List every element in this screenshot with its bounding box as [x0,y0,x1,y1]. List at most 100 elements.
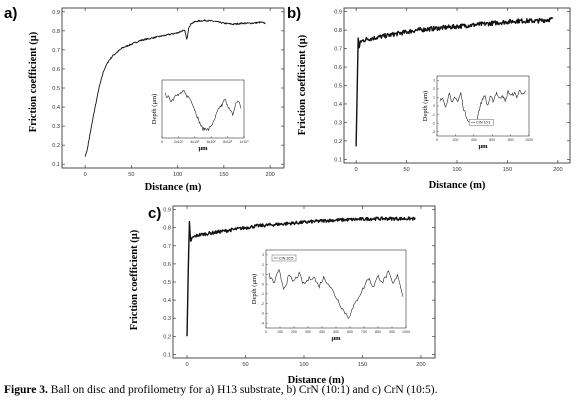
inset-y-tick-label: -1 [261,292,264,296]
y-tick-label: 0.2 [52,143,60,149]
inset-y-tick-label: 1 [262,273,264,277]
inset-y-tick-label: -3 [432,130,435,134]
x-tick-label: 150 [358,362,367,368]
inset-y-tick-label: 0 [262,282,264,286]
inset-x-tick-label: 4x10² [190,140,200,144]
inset-legend-box [271,254,297,262]
panel-label: c) [148,205,161,222]
y-tick-label: 0.7 [334,47,342,53]
friction-chart-b: b)0.10.20.30.40.50.60.70.80.90 50 100 150 20… [287,5,571,191]
inset-y-axis-title: Depth (μm) [422,91,429,121]
inset-legend-label: CrN 10:1 [476,121,490,125]
y-axis-title: Friction coefficient (μ) [129,229,140,330]
inset-x-tick-label: 800 [375,330,381,334]
inset-x-tick-label: 600 [347,330,353,334]
inset-x-tick-label: 500 [333,330,339,334]
inset-x-tick-label: 900 [389,330,395,334]
inset-legend-box [468,118,494,126]
inset-y-tick-label: 2 [262,263,264,267]
inset-x-tick-label: 1x10³ [240,140,250,144]
x-tick-label: 200 [553,167,562,173]
inset-x-tick-label: 6x10² [207,140,217,144]
inset-x-tick-label: 400 [471,138,477,142]
y-tick-label: 0.2 [163,334,171,340]
y-tick-label: 0.2 [334,139,342,145]
inset-x-tick-label: 600 [489,138,495,142]
x-tick-label: 200 [265,172,274,178]
x-tick-label: 150 [219,172,228,178]
x-tick-label: 50 [128,172,134,178]
inset-x-tick-label: 400 [319,330,325,334]
figure-caption-text: Ball on disc and profilometry for a) H13… [47,384,438,396]
inset-y-tick-label: -2 [261,302,264,306]
y-tick-label: 0.4 [52,105,60,111]
inset-y-tick-label: 3 [262,253,264,257]
x-tick-label: 200 [416,362,425,368]
inset-legend-label: CrN 10:5 [279,256,293,260]
x-axis-title: Distance (m) [145,182,202,193]
inset-x-tick-label: 700 [361,330,367,334]
inset-frame [436,75,530,137]
x-axis-title: Distance (m) [288,375,345,386]
inset-x-tick-label: 0 [265,330,267,334]
inset-x-tick-label: 300 [305,330,311,334]
inset-x-axis-title: μm [198,145,208,152]
y-tick-label: 0.9 [334,10,342,16]
friction-series-line [84,19,266,157]
inset-y-tick-label: 0 [433,104,435,108]
inset-x-tick-label: 1000 [525,138,533,142]
y-tick-label: 0.4 [334,102,342,108]
inset-profile-line [268,268,404,320]
x-tick-label: 100 [299,362,308,368]
inset-frame [161,79,245,139]
inset-y-tick-label: -2 [432,121,435,125]
friction-chart-c: c)0.10.20.30.40.50.60.70.80.90 50 100 150 20… [129,205,436,386]
inset-legend: CrN 10:5 [271,254,297,262]
inset-y-tick-label: 3 [433,78,435,82]
inset-profile-line [164,89,242,132]
y-tick-label: 0.8 [163,226,171,232]
y-tick-label: 0.4 [163,298,171,304]
inset-x-tick-label: 200 [452,138,458,142]
y-tick-label: 0.3 [163,316,171,322]
inset-x-tick-label: 0 [436,138,438,142]
y-tick-label: 0.8 [52,29,60,35]
y-tick-label: 0.1 [334,157,342,163]
x-tick-label: 0 [355,167,358,173]
x-tick-label: 100 [452,167,461,173]
panel-label: a) [4,5,17,22]
y-tick-label: 0.8 [334,28,342,34]
inset-y-tick-label: 1 [433,96,435,100]
y-axis-title: Friction coefficient (μ) [297,34,308,135]
inset-x-axis-title: μm [478,143,488,150]
y-tick-label: 0.5 [163,280,171,286]
y-axis-title: Friction coefficient (μ) [28,31,39,132]
friction-chart-a: a) 0.1 0.2 0.3 0.4 0.5 0.6 0.7 0.8 0.9 0 50 100 150 20… [4,5,285,193]
inset-y-tick-label: -3 [261,312,264,316]
y-tick-label: 0.3 [334,120,342,126]
y-tick-label: 0.1 [163,352,171,358]
y-tick-label: 0.5 [334,84,342,90]
figure-caption: Figure 3. Ball on disc and profilometry … [4,384,579,396]
x-tick-label: 0 [185,362,188,368]
y-tick-label: 0.7 [163,244,171,250]
inset-x-tick-label: 8x10² [223,140,233,144]
panel-label: b) [287,5,301,22]
y-tick-label: 0.6 [52,67,60,73]
inset-x-tick-label: 200 [291,330,297,334]
y-tick-label: 0.1 [52,162,60,168]
inset-frame [265,249,407,329]
x-tick-label: 0 [84,172,87,178]
inset-y-axis-title: Depth (μm) [251,274,258,304]
x-tick-label: 50 [242,362,248,368]
y-tick-label: 0.3 [52,124,60,130]
inset-x-tick-label: 800 [508,138,514,142]
y-tick-label: 0.5 [52,86,60,92]
friction-series-line [186,216,416,337]
figure-caption-label: Figure 3. [4,384,48,396]
inset-x-tick-label: 1000 [402,330,410,334]
inset-y-tick-label: -1 [432,113,435,117]
inset-x-tick-label: 2x10² [174,140,184,144]
inset-profile-line [439,89,527,125]
inset-y-axis-title: Depth (μm) [151,94,158,124]
